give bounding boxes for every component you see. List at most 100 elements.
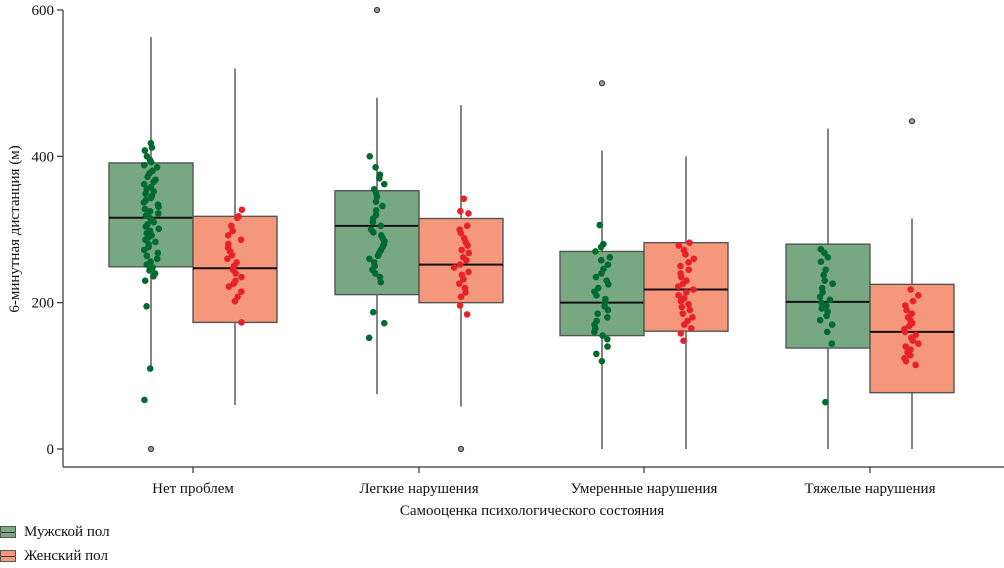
data-point	[593, 292, 600, 299]
data-point	[681, 321, 688, 328]
legend-item-male: Мужской пол	[0, 520, 110, 544]
data-point	[822, 398, 829, 406]
data-point	[816, 316, 824, 324]
data-point	[238, 206, 246, 214]
data-point	[155, 225, 163, 233]
data-point	[915, 340, 922, 347]
data-point	[605, 281, 612, 288]
data-point	[820, 271, 827, 279]
data-point	[821, 277, 829, 285]
data-point	[603, 335, 611, 343]
data-point	[687, 324, 695, 332]
data-point	[603, 314, 611, 321]
data-point	[232, 270, 239, 277]
data-point	[690, 255, 698, 263]
data-point	[458, 246, 466, 254]
data-point	[689, 314, 696, 321]
x-tick-label: Умеренные нарушения	[571, 481, 718, 497]
data-point	[450, 264, 458, 271]
data-point	[366, 153, 374, 160]
data-point	[455, 280, 463, 287]
data-point	[143, 261, 151, 268]
data-point	[677, 262, 684, 270]
data-point	[686, 306, 694, 314]
data-point	[457, 293, 465, 301]
plot-area	[108, 6, 955, 453]
data-point	[823, 328, 831, 336]
data-point	[816, 293, 824, 301]
data-point	[146, 365, 154, 372]
data-point	[140, 180, 148, 188]
data-point	[677, 273, 685, 281]
data-point	[150, 178, 157, 186]
data-point	[604, 343, 611, 350]
data-point	[377, 278, 385, 286]
data-point	[237, 236, 245, 244]
data-point	[598, 256, 605, 264]
data-point	[150, 218, 158, 226]
outlier-point	[908, 118, 916, 125]
box-group	[869, 118, 955, 449]
box-group	[192, 68, 278, 406]
data-point	[456, 261, 464, 268]
data-point	[593, 350, 600, 358]
data-point	[231, 297, 239, 305]
y-tick-label: 0	[47, 442, 55, 458]
box	[334, 190, 420, 296]
data-point	[594, 310, 601, 317]
data-point	[144, 173, 151, 181]
data-point	[238, 288, 245, 295]
data-point	[233, 214, 241, 222]
data-point	[682, 251, 689, 258]
data-point	[902, 343, 909, 350]
data-point	[597, 243, 605, 251]
data-point	[376, 174, 383, 182]
data-point	[142, 190, 149, 197]
y-axis-title: 6-минутная дистанция (м)	[7, 145, 23, 312]
data-point	[380, 180, 388, 188]
data-point	[685, 259, 692, 266]
data-point	[823, 302, 830, 309]
data-point	[142, 223, 150, 230]
data-point	[456, 302, 464, 309]
data-point	[141, 147, 149, 154]
data-point	[379, 202, 386, 210]
legend-label-male: Мужской пол	[24, 523, 110, 540]
x-axis-ticks: Нет проблем Легкие нарушения Умеренные нар…	[152, 467, 936, 497]
data-point	[238, 319, 245, 326]
data-point	[606, 254, 614, 261]
data-point	[366, 255, 373, 263]
data-point	[823, 312, 830, 320]
data-point	[903, 306, 910, 314]
data-point	[147, 158, 155, 166]
data-point	[381, 319, 388, 327]
data-point	[154, 249, 162, 257]
data-point	[365, 334, 373, 342]
outlier-point	[457, 445, 465, 453]
data-point	[680, 337, 687, 345]
data-point	[153, 164, 161, 171]
data-point	[675, 283, 682, 290]
data-point	[675, 292, 682, 299]
data-point	[592, 248, 599, 255]
data-point	[369, 308, 377, 316]
x-tick-label: Легкие нарушения	[359, 481, 478, 497]
data-point	[685, 300, 692, 308]
data-point	[372, 164, 379, 171]
data-point	[146, 267, 153, 274]
data-point	[596, 221, 604, 229]
data-point	[824, 254, 832, 261]
data-point	[141, 205, 149, 213]
data-point	[140, 161, 148, 169]
data-point	[822, 266, 829, 274]
data-point	[465, 210, 472, 217]
data-point	[462, 289, 469, 296]
y-tick-label: 400	[32, 149, 55, 165]
data-point	[828, 321, 836, 328]
data-point	[457, 207, 464, 215]
data-point	[686, 239, 693, 246]
legend-item-female: Женский пол	[0, 544, 110, 568]
box-group	[108, 37, 194, 453]
data-point	[902, 357, 910, 365]
